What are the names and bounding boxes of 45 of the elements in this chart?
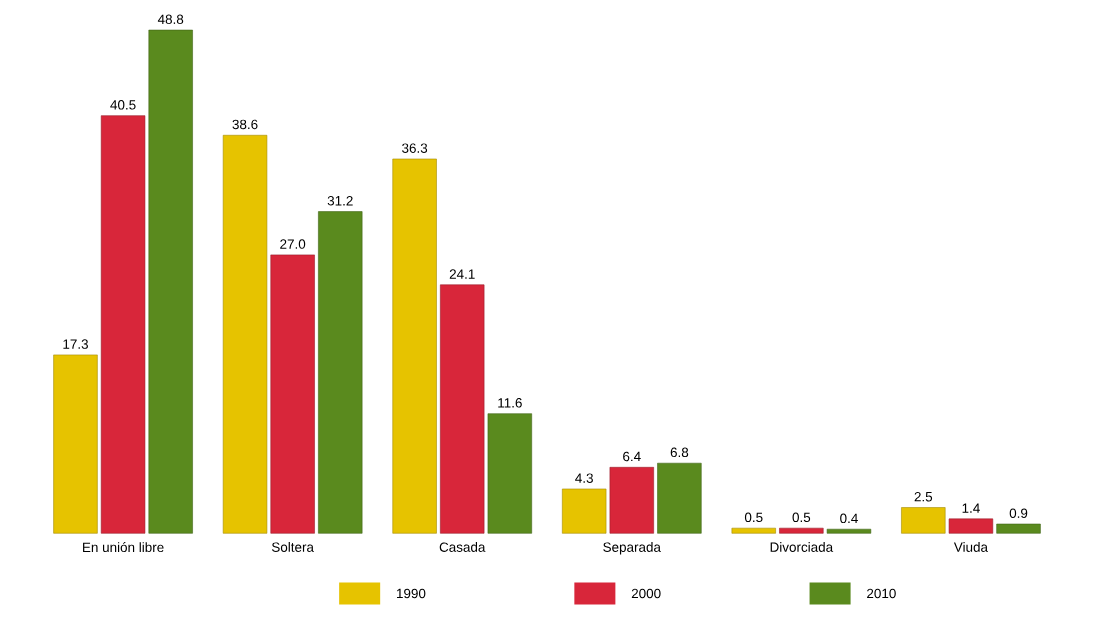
bar <box>657 462 702 534</box>
data-label: 36.3 <box>402 143 428 153</box>
bar <box>487 413 532 534</box>
bar <box>222 135 268 534</box>
x-tick-label: Separada <box>603 542 661 555</box>
legend-label: 1990 <box>397 588 426 599</box>
bar <box>779 527 824 534</box>
x-tick-label: Soltera <box>271 542 314 552</box>
bar <box>318 211 363 534</box>
bar <box>609 467 654 534</box>
x-tick-label: Divorciada <box>770 542 834 552</box>
data-label: 6.4 <box>623 451 641 462</box>
data-label: 11.6 <box>498 398 522 408</box>
data-label: 31.2 <box>327 196 353 206</box>
data-label: 0.5 <box>744 512 763 523</box>
data-label: 17.3 <box>63 339 88 349</box>
legend-label: 2000 <box>631 588 661 599</box>
bar <box>392 158 437 534</box>
data-label: 27.0 <box>280 239 306 249</box>
bar <box>826 528 872 534</box>
data-label: 0.4 <box>840 513 858 524</box>
data-label: 0.5 <box>792 512 811 523</box>
data-label: 38.6 <box>232 119 258 130</box>
data-label: 48.8 <box>157 14 184 25</box>
bar <box>996 523 1041 534</box>
data-label: 24.1 <box>449 269 475 279</box>
x-tick-label: En unión libre <box>83 542 164 553</box>
bar <box>562 488 607 534</box>
data-label: 40.5 <box>110 100 136 110</box>
bar <box>901 507 946 534</box>
bar <box>948 518 994 534</box>
data-label: 1.4 <box>962 503 980 513</box>
data-label: 0.9 <box>1009 508 1028 519</box>
bar <box>440 284 485 534</box>
data-label: 4.3 <box>575 473 593 483</box>
bar <box>731 527 776 534</box>
bar <box>270 254 315 534</box>
x-tick-label: Viuda <box>953 542 988 552</box>
data-label: 2.5 <box>914 492 933 502</box>
x-tick-label: Casada <box>439 542 486 552</box>
bar <box>100 115 146 534</box>
bar <box>148 29 193 534</box>
bar <box>53 354 98 534</box>
legend-label: 2010 <box>867 588 896 599</box>
data-label: 6.8 <box>670 447 689 458</box>
